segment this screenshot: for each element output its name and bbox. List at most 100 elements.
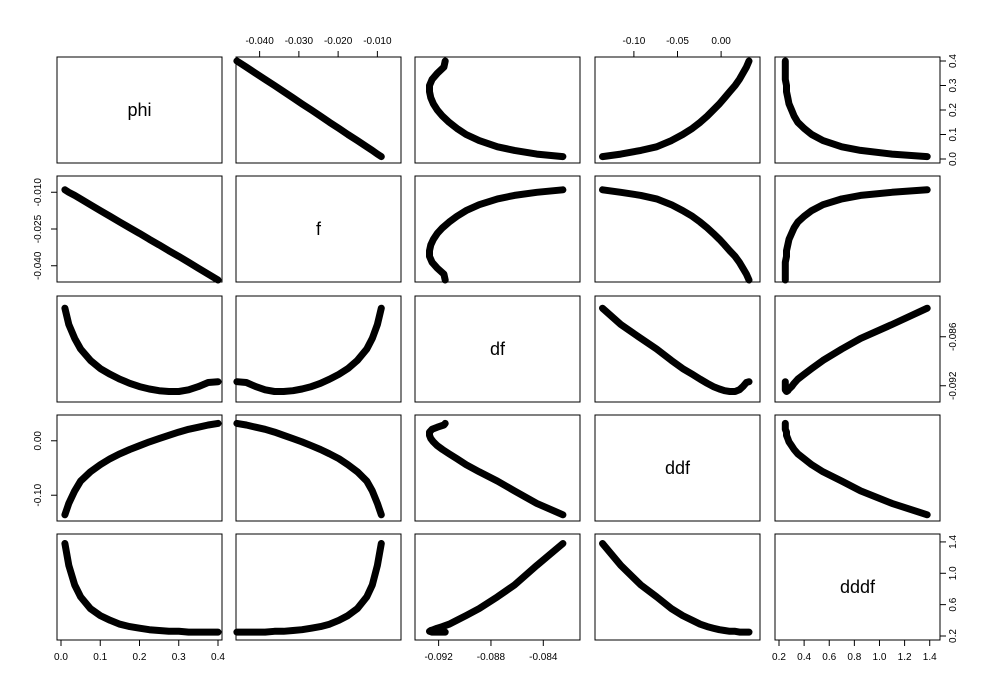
tick-label: -0.10 <box>622 36 645 47</box>
scatter-series-phi-vs-dddf <box>785 61 927 157</box>
panel-f-vs-dddf <box>775 176 940 282</box>
tick-label: 0.0 <box>948 152 959 166</box>
tick-label: 0.4 <box>211 652 225 663</box>
scatter-series-ddf-vs-f <box>237 423 381 514</box>
scatter-series-phi-vs-f <box>237 61 381 157</box>
panel-frame <box>57 534 222 640</box>
tick-label: 0.4 <box>948 54 959 68</box>
scatter-series-ddf-vs-phi <box>65 423 218 514</box>
tick-label: 0.6 <box>822 652 836 663</box>
panel-df-vs-f <box>236 296 401 402</box>
tick-label: 0.2 <box>948 103 959 117</box>
scatter-series-df-vs-dddf <box>785 308 927 391</box>
scatter-series-phi-vs-ddf <box>603 61 750 157</box>
tick-label: 0.8 <box>847 652 861 663</box>
tick-label: -0.040 <box>33 251 44 280</box>
tick-label: 0.4 <box>797 652 811 663</box>
top-axis-ddf: -0.10 -0.05 0.00 <box>622 36 731 57</box>
panel-frame <box>595 57 760 163</box>
tick-label: 0.6 <box>948 597 959 611</box>
tick-label: 1.2 <box>898 652 912 663</box>
variable-label-phi: phi <box>127 100 151 120</box>
scatter-series-dddf-vs-ddf <box>603 544 750 633</box>
bottom-axis-df: -0.092 -0.088 -0.084 <box>424 640 557 663</box>
panel-f-vs-ddf <box>595 176 760 282</box>
variable-label-f: f <box>316 219 322 239</box>
scatter-series-df-vs-phi <box>65 308 218 391</box>
panel-f-vs-df <box>415 176 580 282</box>
tick-label: -0.10 <box>33 483 44 506</box>
tick-label: 0.0 <box>54 652 68 663</box>
panel-dddf-vs-f <box>236 534 401 640</box>
panel-phi-vs-dddf <box>775 57 940 163</box>
tick-label: -0.020 <box>324 36 353 47</box>
panel-ddf-vs-f <box>236 415 401 521</box>
tick-label: 0.00 <box>711 36 731 47</box>
tick-label: -0.030 <box>285 36 314 47</box>
bottom-axis-phi: 0.0 0.1 0.2 0.3 0.4 <box>54 640 225 663</box>
tick-label: -0.010 <box>363 36 392 47</box>
left-axis-ddf: -0.10 0.00 <box>33 431 57 507</box>
scatter-series-f-vs-phi <box>65 190 218 280</box>
panels-group: phi f df ddf dddf <box>57 57 940 640</box>
panel-df-vs-phi <box>57 296 222 402</box>
right-axis-phi: 0.0 0.1 0.2 0.3 0.4 <box>940 54 959 166</box>
panel-df-vs-ddf <box>595 296 760 402</box>
tick-label: 1.4 <box>948 535 959 549</box>
tick-label: -0.040 <box>245 36 274 47</box>
panel-phi-vs-ddf <box>595 57 760 163</box>
scatter-series-dddf-vs-df <box>430 544 563 633</box>
tick-label: -0.088 <box>477 652 506 663</box>
left-axis-f: -0.040-0.025-0.010 <box>33 178 57 280</box>
right-axis-dddf: 0.2 0.6 1.0 1.4 <box>940 535 959 643</box>
tick-label: 1.4 <box>923 652 937 663</box>
panel-ddf-vs-df <box>415 415 580 521</box>
tick-label: 0.3 <box>948 78 959 92</box>
tick-label: 0.1 <box>948 127 959 141</box>
scatter-series-df-vs-ddf <box>603 308 750 391</box>
tick-label: 1.0 <box>873 652 887 663</box>
panel-phi-vs-df <box>415 57 580 163</box>
variable-label-df: df <box>490 339 506 359</box>
tick-label: 0.1 <box>93 652 107 663</box>
panel-dddf-vs-dddf: dddf <box>775 534 940 640</box>
panel-phi-vs-f <box>236 57 401 163</box>
variable-label-ddf: ddf <box>665 458 691 478</box>
panel-dddf-vs-ddf <box>595 534 760 640</box>
tick-label: -0.092 <box>948 371 959 400</box>
tick-label: 0.00 <box>33 431 44 451</box>
scatter-series-dddf-vs-phi <box>65 544 218 633</box>
tick-label: 0.3 <box>172 652 186 663</box>
panel-dddf-vs-df <box>415 534 580 640</box>
tick-label: 0.2 <box>772 652 786 663</box>
tick-label: -0.025 <box>33 214 44 243</box>
scatter-series-f-vs-ddf <box>603 190 750 280</box>
panel-f-vs-f: f <box>236 176 401 282</box>
tick-label: -0.05 <box>666 36 689 47</box>
panel-frame <box>775 415 940 521</box>
panel-df-vs-dddf <box>775 296 940 402</box>
panel-ddf-vs-ddf: ddf <box>595 415 760 521</box>
tick-label: 0.2 <box>948 629 959 643</box>
panel-frame <box>415 415 580 521</box>
scatter-series-phi-vs-df <box>430 61 563 157</box>
tick-label: -0.084 <box>529 652 558 663</box>
tick-label: -0.086 <box>948 322 959 351</box>
panel-frame <box>595 296 760 402</box>
panel-ddf-vs-phi <box>57 415 222 521</box>
scatter-series-f-vs-dddf <box>785 190 927 280</box>
tick-label: 0.2 <box>133 652 147 663</box>
variable-label-dddf: dddf <box>840 577 876 597</box>
panel-f-vs-phi <box>57 176 222 282</box>
scatter-series-df-vs-f <box>237 308 381 391</box>
scatter-series-dddf-vs-f <box>237 544 381 633</box>
panel-ddf-vs-dddf <box>775 415 940 521</box>
top-axis-f: -0.040 -0.030 -0.020 -0.010 <box>245 36 392 57</box>
scatter-series-f-vs-df <box>430 190 563 280</box>
bottom-axis-dddf: 0.2 0.4 0.6 0.8 1.0 1.2 1.4 <box>772 640 937 663</box>
panel-frame <box>595 534 760 640</box>
panel-df-vs-df: df <box>415 296 580 402</box>
panel-phi-vs-phi: phi <box>57 57 222 163</box>
tick-label: -0.092 <box>424 652 453 663</box>
